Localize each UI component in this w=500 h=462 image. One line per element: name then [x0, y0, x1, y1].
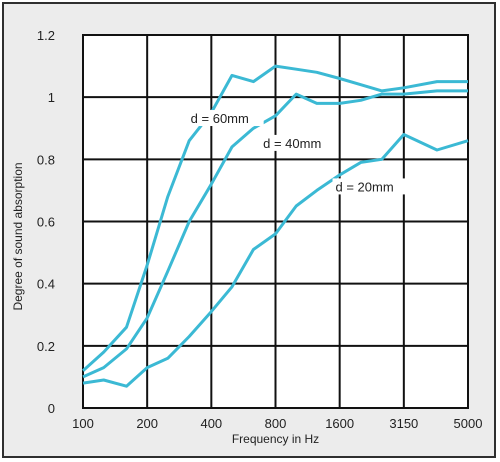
series-labels: d = 60mm d = 40mm d = 20mm — [187, 110, 409, 195]
series-line — [82, 89, 468, 379]
series-label-bg — [187, 110, 264, 127]
y-tick-label: 1.2 — [37, 28, 55, 43]
x-tick-label: 3150 — [389, 416, 418, 431]
y-axis-label: Degree of sound absorption — [11, 162, 25, 310]
x-tick-label: 400 — [200, 416, 222, 431]
x-tick-label: 100 — [72, 416, 94, 431]
y-tick-label: 0.8 — [37, 152, 55, 167]
y-tick-label: 0.4 — [37, 277, 55, 292]
y-tick-label: 0.6 — [37, 215, 55, 230]
x-tick-label: 1600 — [325, 416, 354, 431]
grid-lines — [82, 34, 469, 409]
y-tick-labels: 0 0.2 0.4 0.6 0.8 1 1.2 — [37, 28, 55, 416]
x-axis-label: Frequency in Hz — [232, 432, 319, 446]
series-label-bg — [332, 178, 409, 195]
series-line — [81, 64, 468, 372]
y-tick-label: 0 — [48, 401, 55, 416]
y-tick-label: 0.2 — [37, 339, 55, 354]
y-tick-label: 1 — [48, 90, 55, 105]
series-label: d = 60mm — [191, 111, 249, 126]
x-tick-label: 800 — [265, 416, 287, 431]
series-lines — [81, 64, 469, 388]
x-tick-label: 5000 — [454, 416, 483, 431]
series-label: d = 20mm — [336, 179, 394, 194]
x-tick-label: 200 — [136, 416, 158, 431]
series-line — [82, 133, 469, 388]
x-tick-labels: 100 200 400 800 1600 3150 5000 — [72, 416, 482, 431]
series-label-bg — [260, 134, 337, 151]
series-label: d = 40mm — [263, 136, 321, 151]
